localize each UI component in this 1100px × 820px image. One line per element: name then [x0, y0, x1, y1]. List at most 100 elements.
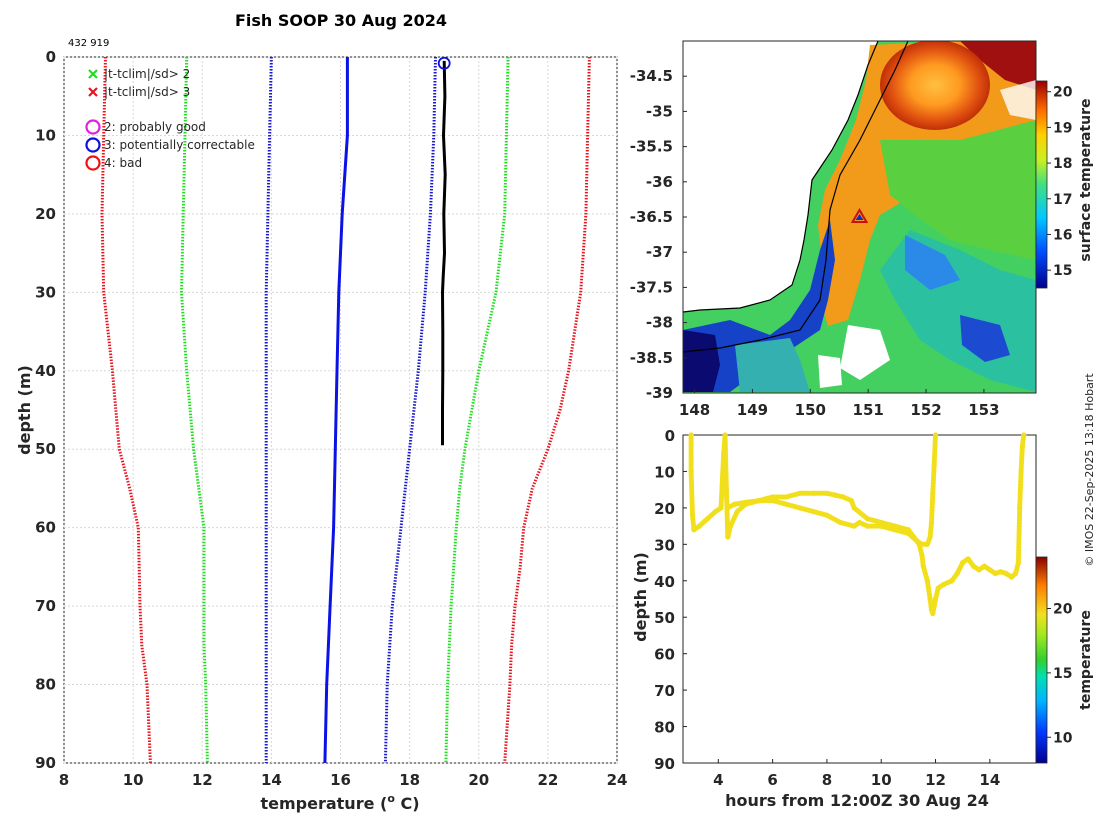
track-point: [688, 468, 694, 475]
profile-y-tick-label: 90: [35, 754, 56, 772]
track-point: [976, 567, 982, 573]
map-coastline: [683, 41, 879, 313]
track-point: [810, 508, 816, 515]
map-y-tick-label: -36.5: [630, 208, 673, 226]
map-y-tick-label: -37.5: [630, 278, 673, 296]
track-point: [1003, 570, 1009, 577]
profile-y-tick-label: 40: [35, 362, 56, 380]
map-x-tick-label: 153: [968, 401, 999, 419]
map-triangle-inner: [855, 214, 864, 220]
map-y-tick-label: -35: [646, 102, 673, 120]
track-point: [718, 505, 724, 511]
sst-colorbar-tick-label: 15: [1053, 263, 1072, 279]
map-x-ticks: 148 149 150 151 152 153: [679, 389, 1000, 419]
sst-colorbar-tick-label: 20: [1053, 85, 1073, 101]
map-land: [683, 41, 878, 312]
track-y-tick-label: 10: [654, 463, 675, 481]
track-point: [981, 563, 988, 569]
temp-colorbar-label: temperature: [1078, 610, 1094, 710]
profile-line-clim-3sd: [503, 56, 591, 764]
track-point: [851, 523, 857, 529]
track-point: [965, 556, 971, 562]
track-point: [930, 610, 936, 617]
profile-x-tick-label: 10: [123, 771, 144, 789]
track-point: [919, 541, 925, 547]
track-y-tick-label: 70: [654, 682, 675, 700]
track-y-ticks: 0 10 20 30 40 50 60 70 80 90: [654, 427, 687, 773]
sst-colorbar-ticks: 15 16 17 18 19 20: [1047, 85, 1073, 279]
track-point: [783, 501, 789, 507]
track-point: [856, 519, 863, 526]
track-point: [832, 492, 838, 498]
profile-x-tick-label: 24: [607, 771, 628, 789]
track-point: [931, 461, 937, 467]
sst-map-panel: 148 149 150 151 152 153 -34.5 -35 -35.5 -36 -36.5…: [630, 40, 1094, 419]
profile-series: [100, 56, 591, 764]
track-point: [851, 505, 857, 511]
track-point: [1015, 559, 1021, 566]
profile-xlabel-main: temperature (: [260, 794, 387, 813]
legend-label: 4: bad: [104, 156, 142, 170]
map-x-tick-label: 152: [910, 401, 941, 419]
legend-label: |t-tclim|/sd> 2: [104, 67, 190, 81]
track-point: [723, 487, 730, 493]
legend-x-marker: [88, 69, 98, 79]
legend-x-marker: [88, 87, 98, 97]
profile-y-tick-label: 60: [35, 519, 56, 537]
track-point: [1021, 432, 1027, 438]
map-blue-patch: [960, 315, 1010, 362]
map-cyan-patch: [905, 235, 960, 290]
track-x-tick-label: 8: [822, 771, 832, 789]
track-point: [704, 516, 711, 522]
track-point: [691, 527, 697, 533]
track-y-tick-label: 40: [654, 573, 675, 591]
track-point: [727, 523, 734, 529]
profile-line-clim-1sd: [383, 56, 437, 764]
track-point: [688, 432, 694, 438]
map-x-tick-label: 149: [737, 401, 768, 419]
profile-y-tick-label: 10: [35, 126, 56, 144]
track-y-tick-label: 0: [665, 427, 675, 445]
map-red-patch: [960, 41, 1036, 90]
track-point: [837, 519, 844, 526]
track-point: [924, 541, 930, 547]
track-point: [731, 501, 738, 507]
profile-y-tick-label: 50: [35, 440, 56, 458]
track-point: [722, 432, 728, 438]
track-point: [824, 490, 830, 496]
map-blue-coast: [683, 220, 835, 392]
profile-line-observed: [440, 60, 447, 446]
profile-x-tick-label: 12: [192, 771, 213, 789]
track-point: [734, 508, 740, 515]
legend-label: 3: potentially correctable: [104, 138, 255, 152]
track-point: [848, 498, 854, 504]
track-point: [770, 498, 776, 504]
track-point: [970, 563, 977, 569]
profile-y-ticks: 0 10 20 30 40 50 60 70 80 90: [35, 48, 56, 772]
map-y-tick-label: -37: [646, 243, 673, 261]
sst-colorbar-tick-label: 17: [1053, 192, 1072, 208]
temp-colorbar-tick-label: 10: [1053, 730, 1073, 746]
track-y-tick-label: 90: [654, 755, 675, 773]
legend-label: |t-tclim|/sd> 3: [104, 85, 190, 99]
profile-xlabel-sup: o: [387, 792, 395, 805]
profile-grid: [63, 56, 618, 764]
track-point: [932, 596, 939, 602]
profile-line-clim-3sd: [100, 56, 152, 764]
track-point: [930, 490, 936, 496]
track-y-tick-label: 20: [654, 500, 675, 518]
track-point: [1008, 574, 1015, 580]
sst-colorbar-tick-label: 18: [1053, 156, 1072, 172]
track-x-tick-label: 12: [925, 771, 946, 789]
track-point: [927, 596, 933, 602]
map-cloud-gap: [840, 325, 890, 380]
track-x-tick-label: 14: [979, 771, 1000, 789]
track-point: [924, 578, 930, 584]
track-ylabel: depth (m): [631, 552, 650, 642]
track-x-ticks: 4 6 8 10 12 14: [713, 759, 1000, 789]
map-x-tick-label: 151: [853, 401, 884, 419]
track-point: [935, 585, 941, 591]
track-x-tick-label: 10: [871, 771, 892, 789]
map-position-marker: [850, 208, 869, 223]
